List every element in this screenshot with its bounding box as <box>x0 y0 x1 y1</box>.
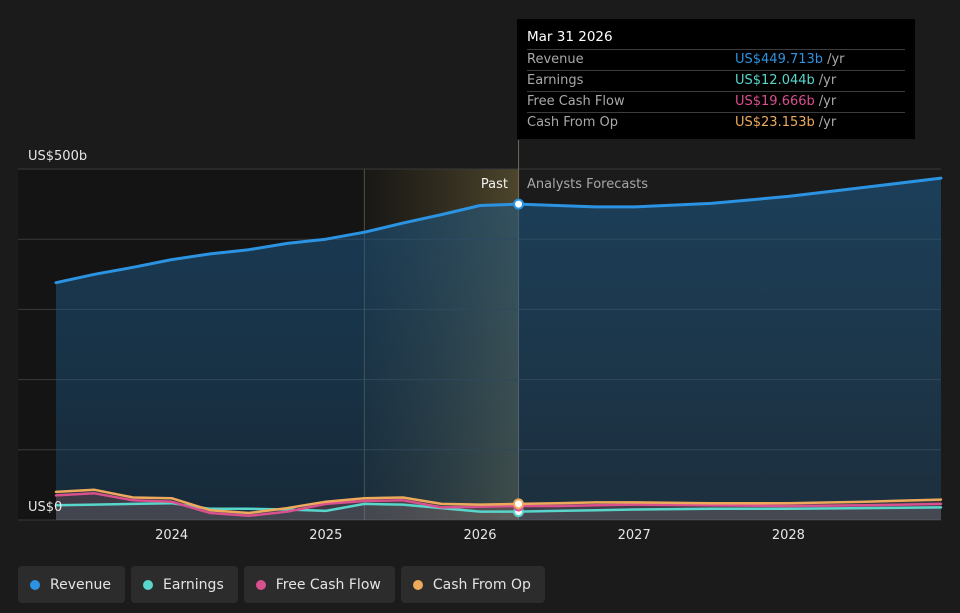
x-tick-label: 2026 <box>463 528 496 543</box>
tooltip-value: US$19.666b <box>735 94 815 109</box>
tooltip-value: US$449.713b <box>735 52 824 67</box>
legend-label: Earnings <box>162 576 224 593</box>
marker-revenue <box>513 198 525 210</box>
tooltip-row-earnings: Earnings US$12.044b /yr <box>527 71 905 92</box>
tooltip-unit: /yr <box>818 73 837 88</box>
legend-dot-icon <box>255 579 266 590</box>
tooltip-unit: /yr <box>818 94 837 109</box>
legend-item-cash-from-op[interactable]: Cash From Op <box>400 566 545 603</box>
area-revenue <box>56 178 941 520</box>
tooltip-unit: /yr <box>818 115 837 130</box>
legend-item-earnings[interactable]: Earnings <box>130 566 238 603</box>
x-tick-label: 2028 <box>772 528 805 543</box>
line-revenue <box>54 176 943 285</box>
x-tick-label: 2027 <box>618 528 651 543</box>
tooltip-row-fcf: Free Cash Flow US$19.666b /yr <box>527 92 905 113</box>
tooltip-label: Earnings <box>527 73 584 88</box>
x-tick-label: 2025 <box>309 528 342 543</box>
tooltip: Mar 31 2026 Revenue US$449.713b /yr Earn… <box>517 19 915 139</box>
tooltip-label: Cash From Op <box>527 115 619 130</box>
legend-dot-icon <box>142 579 153 590</box>
x-tick-label: 2024 <box>155 528 188 543</box>
line-fcf <box>54 492 943 518</box>
marker-cfo <box>513 498 525 510</box>
legend-label: Cash From Op <box>432 576 531 593</box>
legend-dot-icon <box>30 579 40 590</box>
tooltip-label: Revenue <box>527 52 584 67</box>
legend-label: Free Cash Flow <box>275 576 381 593</box>
tooltip-row-revenue: Revenue US$449.713b /yr <box>527 50 905 71</box>
legend-item-revenue[interactable]: Revenue <box>18 566 125 603</box>
legend-label: Revenue <box>50 576 111 593</box>
tooltip-row-cfo: Cash From Op US$23.153b /yr <box>527 113 905 133</box>
legend: Revenue Earnings Free Cash Flow Cash Fro… <box>18 566 545 603</box>
line-cfo <box>54 488 943 515</box>
legend-dot-icon <box>412 579 423 590</box>
tooltip-label: Free Cash Flow <box>527 94 625 109</box>
forecast-label: Analysts Forecasts <box>527 177 648 192</box>
tooltip-unit: /yr <box>827 52 845 67</box>
tooltip-value: US$23.153b <box>735 115 815 130</box>
tooltip-date: Mar 31 2026 <box>527 27 905 50</box>
legend-item-free-cash-flow[interactable]: Free Cash Flow <box>243 566 395 603</box>
past-label: Past <box>481 177 508 192</box>
y-axis-top-label: US$500b <box>28 149 87 164</box>
tooltip-value: US$12.044b <box>735 73 815 88</box>
y-axis-bottom-label: US$0 <box>28 500 62 515</box>
